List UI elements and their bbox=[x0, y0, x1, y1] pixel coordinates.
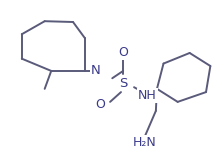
Text: N: N bbox=[91, 64, 101, 77]
Text: NH: NH bbox=[138, 89, 157, 102]
Text: O: O bbox=[118, 46, 128, 59]
Text: S: S bbox=[119, 77, 127, 90]
Text: O: O bbox=[95, 98, 105, 111]
Text: H₂N: H₂N bbox=[133, 136, 157, 149]
